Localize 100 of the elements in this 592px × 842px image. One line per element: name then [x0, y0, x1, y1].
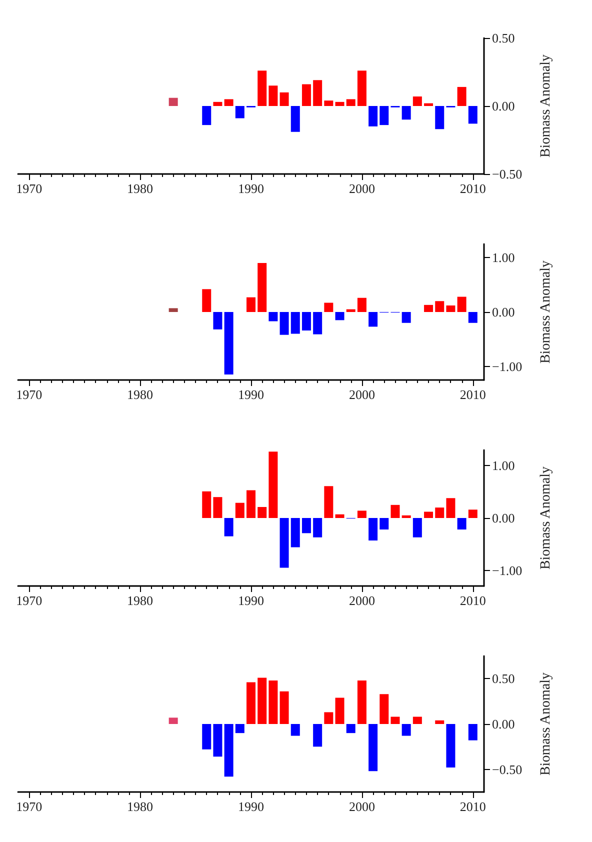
bar	[313, 312, 322, 334]
y-tick-label: 0.00	[492, 716, 515, 732]
x-tick-label: 1970	[16, 387, 42, 402]
x-tick-label: 1990	[238, 387, 264, 402]
bar	[268, 452, 278, 518]
bar	[224, 518, 234, 536]
x-tick-label: 1980	[127, 181, 154, 196]
bar	[390, 504, 400, 518]
bar	[235, 502, 244, 518]
bar	[268, 312, 278, 322]
bar	[224, 724, 234, 777]
bar	[457, 296, 466, 312]
bar	[268, 680, 278, 724]
bar	[280, 92, 289, 106]
y-axis-title: Biomass Anomaly	[538, 672, 554, 776]
bar	[235, 106, 244, 118]
y-tick-label: −0.50	[492, 762, 522, 777]
x-tick-label: 1980	[127, 799, 154, 814]
x-tick-label: 2000	[348, 387, 375, 402]
bar	[446, 498, 456, 518]
bar	[368, 518, 378, 540]
bar	[424, 103, 434, 106]
bar	[357, 510, 366, 518]
bar	[380, 694, 389, 724]
bar	[357, 70, 366, 106]
bar	[457, 86, 466, 106]
x-tick-label: 2010	[460, 593, 486, 608]
bar	[435, 720, 444, 724]
bar	[213, 312, 222, 330]
x-tick-label: 1990	[238, 799, 264, 814]
bar	[412, 716, 422, 724]
bar	[390, 716, 400, 724]
y-axis-title: Biomass Anomaly	[538, 54, 554, 158]
y-axis-title: Biomass Anomaly	[538, 260, 554, 364]
bar	[368, 312, 378, 327]
bar	[324, 302, 334, 312]
x-tick-label: 2010	[460, 387, 486, 402]
y-tick-label: −1.00	[492, 358, 522, 374]
x-tick-label: 2000	[348, 181, 375, 196]
bar	[258, 263, 267, 312]
bar	[335, 102, 344, 106]
bar	[168, 718, 178, 724]
bar	[302, 84, 311, 106]
bar	[335, 312, 344, 320]
bar	[268, 86, 278, 106]
bar	[168, 308, 178, 312]
y-axis-title: Biomass Anomaly	[538, 466, 554, 570]
bar	[368, 106, 378, 126]
x-tick-label: 2010	[460, 799, 486, 814]
bar	[213, 497, 222, 518]
bar	[202, 289, 212, 312]
bar	[313, 518, 322, 538]
bar	[468, 312, 478, 323]
bar	[313, 80, 322, 106]
bar	[202, 724, 212, 750]
x-tick-label: 1980	[127, 593, 154, 608]
bar	[290, 518, 300, 548]
y-tick-label: 1.00	[492, 458, 515, 474]
bar	[324, 100, 334, 106]
bar	[246, 682, 256, 724]
bar	[290, 106, 300, 132]
y-tick-label: 0.50	[492, 671, 515, 686]
y-tick-label: 0.00	[492, 304, 515, 320]
bar	[290, 724, 300, 736]
bar	[357, 680, 366, 724]
bar	[313, 724, 322, 747]
bar	[213, 724, 222, 757]
bar	[435, 508, 444, 518]
x-tick-label: 1990	[238, 593, 264, 608]
bar	[380, 518, 389, 530]
bar	[357, 298, 366, 312]
bar	[302, 518, 311, 534]
bar	[435, 301, 444, 312]
bar	[302, 312, 311, 330]
bar	[280, 691, 289, 724]
bar	[424, 304, 434, 312]
bar	[202, 491, 212, 518]
bar	[324, 486, 334, 518]
x-tick-label: 1990	[238, 181, 264, 196]
y-tick-label: 1.00	[492, 250, 515, 266]
bar	[424, 512, 434, 518]
x-tick-label: 1980	[127, 387, 154, 402]
bar	[468, 724, 478, 740]
bar	[402, 312, 411, 323]
bar	[446, 724, 456, 768]
x-tick-label: 2000	[348, 593, 375, 608]
bar	[258, 70, 267, 106]
bar	[224, 312, 234, 375]
bar	[335, 514, 344, 518]
x-tick-label: 1970	[16, 181, 42, 196]
x-tick-label: 2010	[460, 181, 486, 196]
bar	[402, 515, 411, 518]
bar	[246, 297, 256, 312]
x-tick-label: 1970	[16, 799, 42, 814]
bar	[246, 490, 256, 518]
bar	[412, 518, 422, 538]
bar	[224, 99, 234, 106]
bar	[435, 106, 444, 130]
x-tick-label: 1970	[16, 593, 42, 608]
y-tick-label: 0.00	[492, 510, 515, 526]
